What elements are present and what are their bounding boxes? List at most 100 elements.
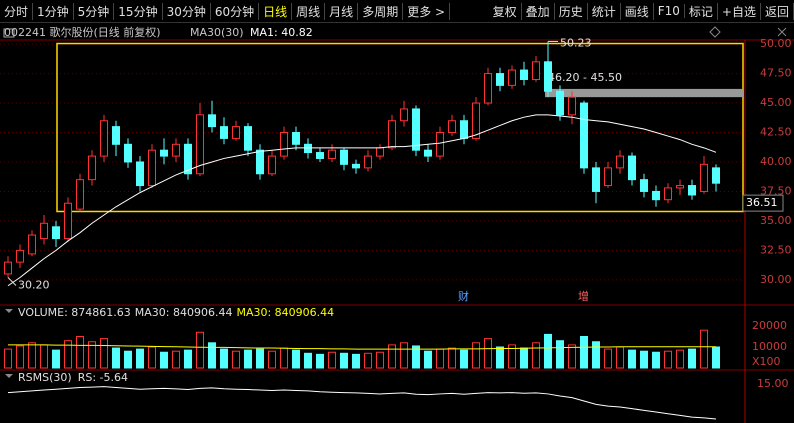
y-tick-label: 20000: [752, 319, 787, 332]
volume-bar: [148, 346, 156, 369]
candle-body: [220, 126, 228, 139]
volume-bar: [616, 346, 624, 369]
candle-body: [580, 102, 588, 169]
y-tick-label: 10000: [752, 340, 787, 353]
price-tag: [742, 194, 784, 212]
candle-body: [280, 132, 288, 157]
volume-bar: [652, 351, 660, 369]
candle-body: [4, 261, 12, 275]
candle-body: [484, 73, 492, 104]
candle-body: [136, 161, 144, 187]
panel-header: RSMS(30): [18, 371, 72, 384]
toolbar-button[interactable]: 多周期: [358, 2, 404, 20]
volume-bar: [340, 352, 348, 369]
volume-bar: [352, 353, 360, 369]
ma-line: [8, 344, 716, 350]
toolbar-button[interactable]: 5分钟: [74, 2, 115, 20]
toolbar-button[interactable]: 分时: [0, 2, 34, 20]
candle-body: [124, 143, 132, 163]
toolbar: 分时 1分钟 5分钟 15分钟 30分钟 60分钟 日线 周线 月线 多周期 更多 > 复权 叠加 历史统…: [0, 0, 794, 23]
candle-body: [352, 163, 360, 169]
volume-bar: [304, 352, 312, 369]
candle-body: [556, 90, 564, 116]
candle-body: [40, 222, 48, 240]
toolbar-button[interactable]: 周线: [292, 2, 326, 20]
toolbar-button[interactable]: 15分钟: [114, 2, 163, 20]
candle-body: [244, 126, 252, 151]
candle-body: [28, 234, 36, 255]
candle-body: [472, 102, 480, 139]
volume-bar: [220, 348, 228, 369]
candle-body: [268, 155, 276, 175]
volume-bar: [100, 338, 108, 369]
band-label: 46.20 - 45.50: [548, 71, 622, 84]
icon: [5, 374, 13, 378]
candle-body: [232, 126, 240, 139]
volume-bar: [460, 349, 468, 369]
toolbar-button[interactable]: F10: [654, 4, 685, 18]
toolbar-button[interactable]: +自选: [718, 2, 761, 20]
candle-body: [460, 120, 468, 139]
y-tick-label: 50.00: [760, 37, 792, 50]
toolbar-button[interactable]: 返回: [761, 2, 794, 20]
toolbar-button[interactable]: 画线: [621, 2, 654, 20]
candle-body: [604, 167, 612, 187]
high-label: 50.23: [560, 36, 592, 49]
volume-bar: [424, 350, 432, 369]
toolbar-button[interactable]: 1分钟: [33, 2, 74, 20]
volume-bar: [496, 346, 504, 369]
candle-body: [88, 155, 96, 181]
candle-body: [256, 149, 264, 175]
volume-bar: [676, 349, 684, 369]
toolbar-button[interactable]: 统计: [588, 2, 621, 20]
volume-bar: [604, 348, 612, 369]
volume-bar: [196, 331, 204, 369]
volume-bar: [508, 344, 516, 369]
volume-bar: [580, 336, 588, 369]
candle-body: [424, 149, 432, 157]
candle-body: [208, 114, 216, 128]
y-tick-label: 30.00: [760, 273, 792, 286]
volume-bar: [388, 344, 396, 369]
candle-body: [544, 61, 552, 92]
toolbar-button[interactable]: 月线: [325, 2, 359, 20]
toolbar-button[interactable]: 30分钟: [163, 2, 211, 20]
toolbar-button[interactable]: 日线: [259, 2, 293, 20]
toolbar-button[interactable]: 标记: [685, 2, 718, 20]
candle-body: [328, 149, 336, 159]
y-tick-label: 47.50: [760, 67, 792, 80]
y-tick-label: 37.50: [760, 184, 792, 197]
candle-body: [112, 126, 120, 145]
icon: [709, 26, 721, 38]
volume-bar: [484, 338, 492, 369]
panel-header: MA30: 840906.44: [236, 306, 334, 319]
candle-body: [172, 143, 180, 157]
volume-bar: [16, 345, 24, 369]
volume-bar: [412, 345, 420, 369]
volume-bar: [712, 346, 720, 369]
event-marker: 增: [578, 289, 589, 303]
unit-label: X100: [752, 355, 781, 368]
candle-body: [640, 179, 648, 192]
panel-header: VOLUME: 874861.63: [18, 306, 131, 319]
volume-bar: [520, 347, 528, 369]
y-tick-label: 45.00: [760, 96, 792, 109]
candle-body: [100, 120, 108, 157]
toolbar-button[interactable]: 复权: [489, 2, 522, 20]
ma-value: MA1: 40.82: [250, 26, 313, 39]
volume-bar: [172, 350, 180, 369]
volume-bar: [76, 336, 84, 369]
volume-bar: [232, 350, 240, 369]
highlight-box: [56, 42, 744, 213]
toolbar-button[interactable]: 更多 >: [403, 2, 451, 20]
toolbar-button[interactable]: 60分钟: [211, 2, 260, 20]
icon: [777, 27, 787, 37]
low-label: 30.20: [18, 278, 50, 291]
toolbar-button[interactable]: 历史: [555, 2, 588, 20]
toolbar-button[interactable]: 叠加: [522, 2, 555, 20]
candle-body: [340, 149, 348, 165]
volume-bar: [664, 350, 672, 369]
candle-body: [676, 185, 684, 189]
candle-body: [304, 143, 312, 154]
icon: [5, 309, 13, 313]
